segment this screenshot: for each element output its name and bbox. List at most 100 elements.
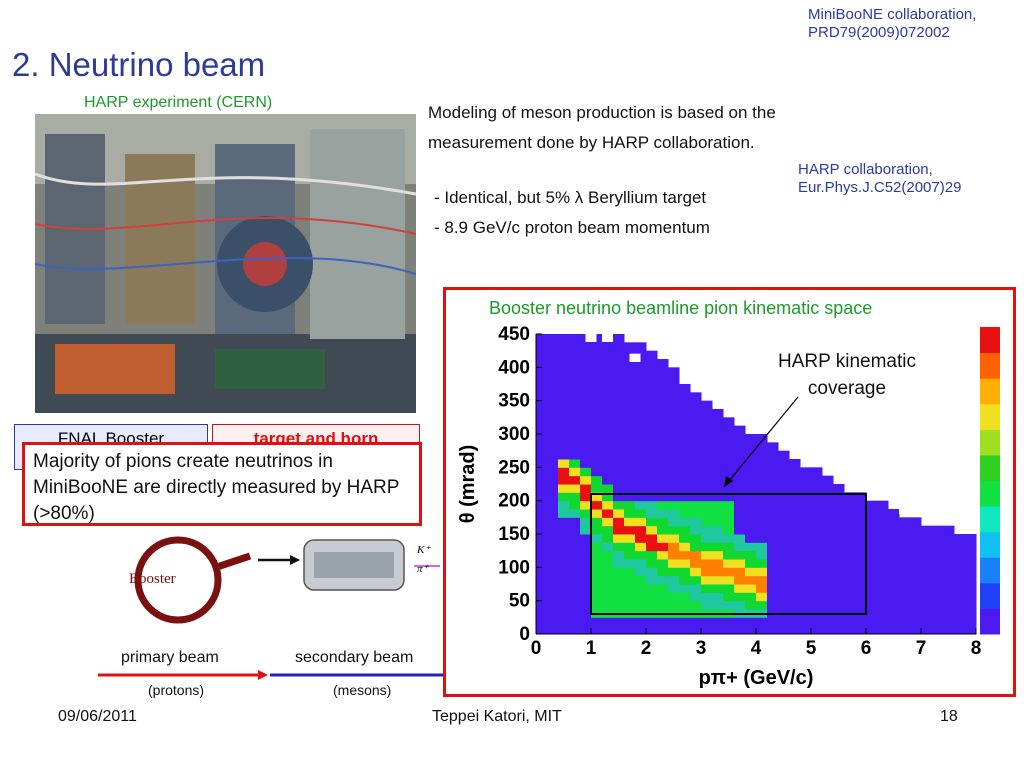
heatmap-cell <box>613 559 625 568</box>
x-tick-label: 7 <box>916 638 927 659</box>
heatmap-cell <box>536 459 548 468</box>
heatmap-cell <box>580 534 592 543</box>
heatmap-cell <box>723 575 735 585</box>
heatmap-cell <box>624 434 636 443</box>
heatmap-cell <box>756 434 768 443</box>
heatmap-cell <box>723 534 735 543</box>
heatmap-cell <box>602 342 614 352</box>
heatmap-cell <box>558 617 570 627</box>
heatmap-cell <box>624 475 636 485</box>
heatmap-cell <box>888 600 900 610</box>
heatmap-cell <box>932 617 944 627</box>
heatmap-cell <box>943 542 955 552</box>
heatmap-cell <box>624 500 636 510</box>
heatmap-cell <box>569 359 581 368</box>
heatmap-cell <box>965 559 977 568</box>
heatmap-cell <box>668 534 680 543</box>
heatmap-cell <box>624 359 636 368</box>
heatmap-cell <box>756 517 768 527</box>
heatmap-cell <box>833 567 845 577</box>
heatmap-cell <box>624 550 636 560</box>
heatmap-cell <box>811 567 823 577</box>
heatmap-cell <box>932 567 944 577</box>
heatmap-cell <box>833 592 845 602</box>
heatmap-cell <box>789 484 801 493</box>
heatmap-cell <box>624 575 636 585</box>
heatmap-cell <box>899 575 911 585</box>
heatmap-cell <box>712 492 724 502</box>
heatmap-cell <box>536 525 548 535</box>
heatmap-cell <box>613 384 625 393</box>
heatmap-cell <box>789 584 801 593</box>
heatmap-cell <box>756 567 768 577</box>
heatmap-cell <box>569 525 581 535</box>
beamline-diagram <box>134 536 440 624</box>
heatmap-cell <box>668 409 680 418</box>
heatmap-cell <box>657 359 669 368</box>
y-tick-label: 350 <box>498 391 530 412</box>
heatmap-cell <box>536 334 548 343</box>
heatmap-cell <box>569 467 581 477</box>
heatmap-cell <box>558 484 570 493</box>
heatmap-cell <box>866 559 878 568</box>
heatmap-cell <box>701 425 713 435</box>
heatmap-cell <box>580 600 592 610</box>
heatmap-cell <box>701 400 713 410</box>
heatmap-cell <box>536 509 548 518</box>
heatmap-cell <box>822 559 834 568</box>
heatmap-cell <box>624 525 636 535</box>
heatmap-cell <box>569 375 581 385</box>
heatmap-cell <box>624 392 636 402</box>
heatmap-cell <box>800 467 812 477</box>
heatmap-cell <box>558 400 570 410</box>
heatmap-cell <box>690 492 702 502</box>
heatmap-cell <box>679 475 691 485</box>
heatmap-cell <box>943 600 955 610</box>
beam-arrows <box>98 670 443 680</box>
heatmap-cell <box>569 600 581 610</box>
heatmap-cell <box>646 359 658 368</box>
heatmap-cell <box>800 567 812 577</box>
heatmap-cell <box>877 534 889 543</box>
heatmap-cell <box>646 575 658 585</box>
heatmap-cell <box>910 625 922 635</box>
heatmap-cell <box>613 600 625 610</box>
heatmap-cell <box>646 567 658 577</box>
heatmap-cell <box>624 442 636 452</box>
heatmap-cell <box>613 342 625 352</box>
heatmap-cell <box>899 517 911 527</box>
heatmap-cell <box>646 542 658 552</box>
heatmap-cell <box>822 542 834 552</box>
heatmap-cell <box>613 450 625 460</box>
heatmap-cell <box>547 359 559 368</box>
footer-author: Teppei Katori, MIT <box>432 708 562 725</box>
heatmap-cell <box>547 509 559 518</box>
heatmap-cell <box>690 509 702 518</box>
heatmap-cell <box>624 467 636 477</box>
heatmap-cell <box>844 525 856 535</box>
heatmap-cell <box>921 609 933 618</box>
heatmap-cell <box>558 575 570 585</box>
heatmap-cell <box>701 567 713 577</box>
color-scale-cell <box>980 327 1000 354</box>
heatmap-cell <box>712 417 724 427</box>
heatmap-cell <box>701 467 713 477</box>
heatmap-cell <box>569 367 581 377</box>
heatmap-cell <box>613 584 625 593</box>
heatmap-cell <box>602 359 614 368</box>
heatmap-cell <box>569 592 581 602</box>
heatmap-cell <box>591 417 603 427</box>
heatmap-cell <box>745 575 757 585</box>
heatmap-cell <box>833 509 845 518</box>
heatmap-cell <box>723 567 735 577</box>
heatmap-cell <box>888 534 900 543</box>
heatmap-cell <box>723 417 735 427</box>
heatmap-cell <box>866 592 878 602</box>
heatmap-cell <box>602 542 614 552</box>
heatmap-cell <box>712 617 724 627</box>
heatmap-cell <box>734 625 746 635</box>
heatmap-cell <box>668 592 680 602</box>
heatmap-cell <box>613 550 625 560</box>
heatmap-cell <box>657 584 669 593</box>
heatmap-cell <box>899 592 911 602</box>
